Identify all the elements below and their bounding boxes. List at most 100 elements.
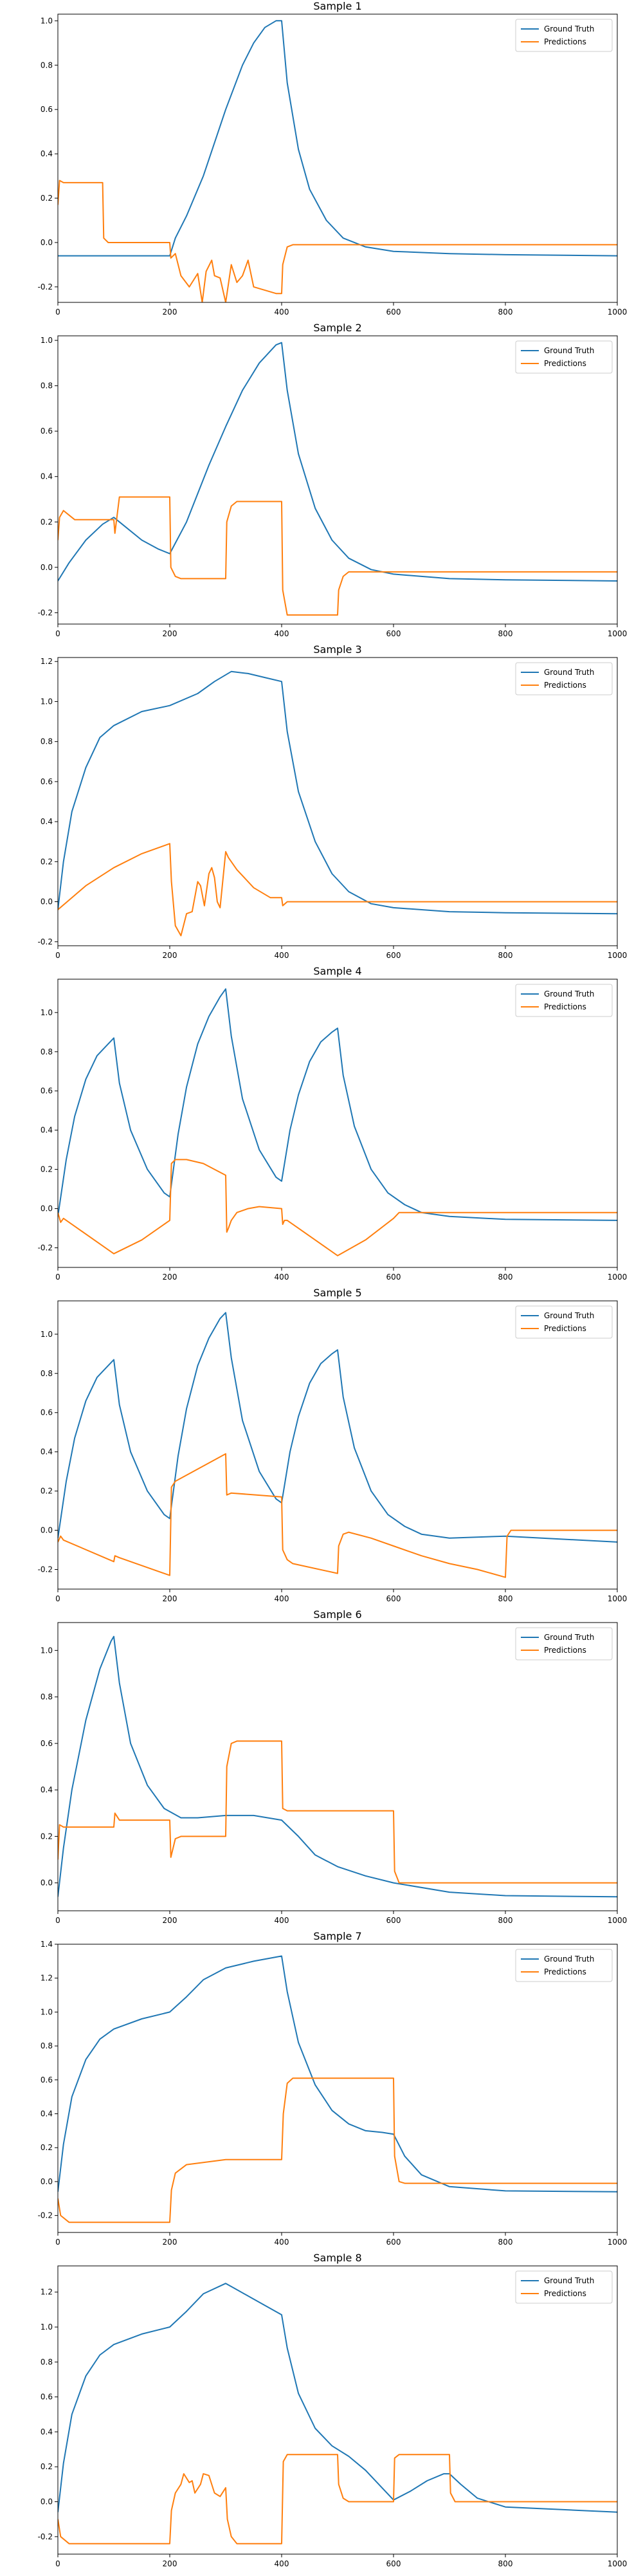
series-group xyxy=(58,1312,617,1578)
x-tick-label: 0 xyxy=(55,951,60,960)
legend-label: Predictions xyxy=(544,681,586,690)
y-tick-label: 0.6 xyxy=(41,777,53,786)
sample-8-svg: Sample 8 0 200 400 600 800 1000 -0.2 0.0 0.2 0.4 0.… xyxy=(38,2252,628,2568)
y-tick-label: 0.8 xyxy=(41,2041,53,2050)
x-tick-label: 400 xyxy=(275,2559,289,2568)
y-tick-label: 1.2 xyxy=(41,1974,53,1983)
x-tick-label: 600 xyxy=(386,1273,401,1282)
y-tick-label: 0.8 xyxy=(41,737,53,746)
legend: Ground Truth Predictions xyxy=(515,1305,613,1339)
y-tick-label: 1.0 xyxy=(41,1330,53,1339)
y-tick-label: 1.0 xyxy=(41,16,53,25)
legend: Ground Truth Predictions xyxy=(515,340,613,374)
legend: Ground Truth Predictions xyxy=(515,984,613,1017)
chart-title: Sample 1 xyxy=(313,0,361,12)
legend: Ground Truth Predictions xyxy=(515,2270,613,2304)
y-tick-label: 1.4 xyxy=(41,1940,53,1949)
legend-box xyxy=(515,1627,613,1661)
x-tick-label: 0 xyxy=(55,308,60,317)
y-tick-label: 0.8 xyxy=(41,2357,53,2366)
x-tick-label: 200 xyxy=(163,1594,177,1603)
y-tick-label: 0.6 xyxy=(41,427,53,436)
legend-label: Ground Truth xyxy=(544,346,594,355)
y-tick-label: 0.0 xyxy=(41,1879,53,1888)
x-tick-label: 0 xyxy=(55,2559,60,2568)
x-tick-label: 800 xyxy=(498,1594,513,1603)
x-tick-label: 0 xyxy=(55,1273,60,1282)
sample-3-chart: Sample 3 0 200 400 600 800 1000 -0.2 0.0 0.2 0.4 0.… xyxy=(0,643,643,965)
y-tick-label: 0.6 xyxy=(41,1739,53,1748)
sample-5-chart: Sample 5 0 200 400 600 800 1000 -0.2 0.0 0.2 0.4 0.… xyxy=(0,1287,643,1608)
y-tick-label: 0.0 xyxy=(41,2177,53,2186)
y-tick-label: 0.2 xyxy=(41,194,53,203)
legend-box xyxy=(515,19,613,52)
sample-6-svg: Sample 6 0 200 400 600 800 1000 0.0 0.2 0.4 0.6 0.8… xyxy=(41,1608,628,1925)
y-tick-label: -0.2 xyxy=(38,2532,53,2541)
legend-label: Predictions xyxy=(544,1002,586,1011)
plot-frame xyxy=(57,979,618,1268)
chart-title: Sample 2 xyxy=(313,322,361,334)
series-line-predictions xyxy=(58,179,617,302)
x-tick-label: 200 xyxy=(163,1916,177,1925)
y-tick-label: 0.4 xyxy=(41,1785,53,1794)
x-tick-label: 600 xyxy=(386,1916,401,1925)
y-tick-label: -0.2 xyxy=(38,937,53,946)
series-line-ground-truth xyxy=(58,20,617,257)
y-tick-label: 0.4 xyxy=(41,1448,53,1457)
chart-title: Sample 3 xyxy=(313,643,361,656)
x-tick-label: 800 xyxy=(498,308,513,317)
x-tick-label: 400 xyxy=(275,1916,289,1925)
chart-title: Sample 7 xyxy=(313,1930,361,1942)
sample-4-svg: Sample 4 0 200 400 600 800 1000 -0.2 0.0 0.2 0.4 0.… xyxy=(38,965,628,1282)
y-tick-label: 0.8 xyxy=(41,60,53,69)
series-group xyxy=(58,1955,617,2223)
y-tick-label: 0.2 xyxy=(41,2462,53,2471)
legend-label: Ground Truth xyxy=(544,668,594,677)
x-tick-label: 600 xyxy=(386,2559,401,2568)
legend-label: Ground Truth xyxy=(544,1633,594,1642)
y-tick-label: 0.4 xyxy=(41,1126,53,1135)
y-tick-label: 0.8 xyxy=(41,1047,53,1056)
y-tick-label: 0.6 xyxy=(41,2075,53,2084)
y-tick-label: 0.4 xyxy=(41,2110,53,2119)
legend: Ground Truth Predictions xyxy=(515,1949,613,1982)
sample-2-svg: Sample 2 0 200 400 600 800 1000 -0.2 0.0 0.2 0.4 0.… xyxy=(38,322,628,638)
x-tick-label: 1000 xyxy=(608,1916,628,1925)
y-tick-label: 0.2 xyxy=(41,1487,53,1496)
series-line-predictions xyxy=(58,2454,617,2544)
y-tick-label: 0.0 xyxy=(41,897,53,906)
x-tick-label: 200 xyxy=(163,308,177,317)
legend-box xyxy=(515,662,613,695)
x-tick-label: 1000 xyxy=(608,951,628,960)
y-tick-label: 0.6 xyxy=(41,105,53,114)
x-tick-label: 1000 xyxy=(608,1594,628,1603)
y-tick-label: 0.8 xyxy=(41,382,53,391)
sample-1-svg: Sample 1 0 200 400 600 800 1000 -0.2 0.0 0.2 0.4 0.… xyxy=(38,0,628,317)
legend-label: Ground Truth xyxy=(544,1955,594,1964)
y-tick-label: 0.4 xyxy=(41,472,53,481)
series-line-ground-truth xyxy=(58,1955,617,2193)
x-tick-label: 800 xyxy=(498,2559,513,2568)
series-group xyxy=(58,20,617,302)
series-line-predictions xyxy=(58,1453,617,1578)
x-tick-label: 1000 xyxy=(608,1273,628,1282)
y-tick-label: 1.0 xyxy=(41,336,53,345)
x-tick-label: 400 xyxy=(275,951,289,960)
chart-title: Sample 4 xyxy=(313,965,361,977)
x-tick-label: 400 xyxy=(275,1273,289,1282)
sample-5-svg: Sample 5 0 200 400 600 800 1000 -0.2 0.0 0.2 0.4 0.… xyxy=(38,1287,628,1603)
sample-7-svg: Sample 7 0 200 400 600 800 1000 -0.2 0.0 0.2 0.4 0.… xyxy=(38,1930,628,2247)
series-line-predictions xyxy=(58,1740,617,1884)
x-tick-label: 200 xyxy=(163,951,177,960)
plot-frame xyxy=(57,657,618,946)
legend-label: Predictions xyxy=(544,2289,586,2298)
legend-box xyxy=(515,340,613,374)
legend: Ground Truth Predictions xyxy=(515,19,613,52)
y-tick-label: 1.0 xyxy=(41,2007,53,2016)
plot-frame xyxy=(57,14,618,303)
legend: Ground Truth Predictions xyxy=(515,662,613,695)
x-tick-label: 0 xyxy=(55,1594,60,1603)
chart-title: Sample 6 xyxy=(313,1608,361,1621)
y-tick-label: 0.6 xyxy=(41,1408,53,1417)
